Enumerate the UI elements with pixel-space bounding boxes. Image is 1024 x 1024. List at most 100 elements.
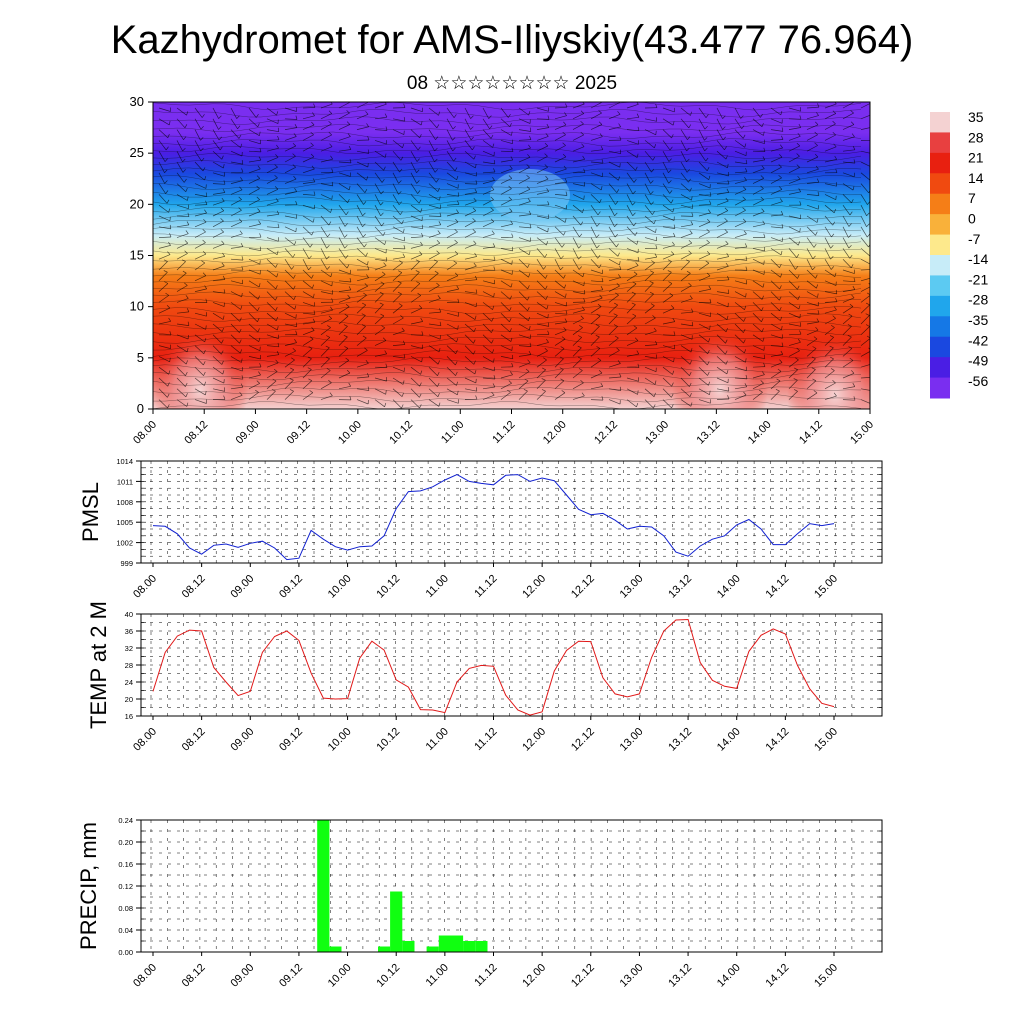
wind-barb-flag: [256, 175, 261, 179]
wind-barb-flag: [348, 382, 352, 387]
wind-barb: [698, 312, 711, 317]
wind-barb: [248, 168, 261, 174]
wind-barb: [518, 188, 531, 195]
wind-barb: [302, 330, 315, 336]
wind-barb: [806, 380, 817, 390]
wind-barb-flag: [493, 266, 496, 271]
wind-barb: [482, 107, 490, 119]
wind-barb: [446, 399, 459, 404]
wind-barb: [770, 354, 783, 357]
wind-barb-flag: [184, 240, 189, 244]
wind-barb-flag: [653, 392, 656, 397]
colorbar-swatch: [930, 152, 950, 174]
wind-barb-flag: [274, 186, 279, 190]
wind-barb: [734, 118, 742, 129]
wind-barb: [518, 302, 528, 312]
wind-barb-flag: [347, 133, 351, 137]
wind-barb: [698, 275, 711, 282]
colorbar-label: 21: [968, 150, 984, 166]
wind-barb: [320, 291, 333, 295]
wind-barb-flag: [472, 229, 476, 233]
wind-barb-flag: [222, 315, 225, 320]
wind-barb-flag: [636, 350, 640, 355]
wind-barb: [356, 294, 367, 303]
wind-barb: [824, 123, 836, 130]
wind-barb-flag: [311, 121, 315, 126]
wind-barb: [374, 150, 386, 158]
wind-barb-flag: [709, 390, 711, 395]
wind-barb-flag: [778, 174, 782, 179]
wind-barb: [662, 151, 670, 162]
wind-barb-flag: [509, 295, 512, 300]
wind-barb-flag: [491, 339, 494, 344]
wind-barb-flag: [835, 297, 838, 302]
wind-barb: [608, 350, 620, 357]
wind-barb: [662, 236, 676, 238]
wind-barb-flag: [812, 266, 816, 271]
wind-barb-flag: [668, 169, 672, 173]
y-axis-label: PMSL: [78, 482, 103, 542]
wind-barb: [338, 237, 346, 249]
wind-barb-flag: [401, 404, 404, 409]
wind-barb-flag: [165, 146, 169, 151]
wind-barb-flag: [437, 382, 440, 387]
y-tick-label: 0.08: [118, 904, 133, 913]
x-tick-label: 10.12: [374, 726, 402, 754]
wind-barb: [644, 140, 655, 149]
wind-barb: [464, 210, 476, 217]
wind-barb-flag: [292, 153, 296, 157]
wind-barb: [212, 150, 223, 160]
wind-barb: [824, 291, 837, 295]
wind-barb: [482, 394, 495, 400]
x-tick-label: 15.00: [812, 962, 840, 990]
wind-barb: [734, 189, 747, 195]
wind-barb: [806, 237, 815, 248]
wind-barb: [266, 269, 277, 278]
wind-barb-flag: [708, 175, 711, 180]
wind-barb: [644, 388, 655, 397]
wind-barb-flag: [652, 211, 655, 215]
wind-barb: [752, 323, 763, 333]
wind-barb: [842, 348, 853, 357]
wind-barb-flag: [830, 266, 835, 270]
wind-barb: [680, 399, 692, 407]
wind-barb-flag: [167, 382, 170, 387]
wind-barb: [824, 103, 837, 109]
wind-barb: [608, 172, 619, 181]
wind-barb-flag: [421, 232, 424, 237]
wind-barb-flag: [743, 391, 747, 396]
wind-barb-flag: [343, 324, 348, 327]
wind-barb-flag: [742, 134, 746, 139]
y-tick-label: 1002: [116, 539, 133, 548]
wind-barb: [428, 261, 438, 271]
contour-line: [153, 182, 862, 191]
wind-barb-flag: [361, 324, 366, 327]
wind-barb: [644, 161, 652, 173]
wind-barb-flag: [832, 110, 837, 114]
wind-barb-flag: [205, 200, 208, 205]
wind-barb: [176, 161, 184, 173]
wind-barb-flag: [255, 114, 259, 118]
wind-barb: [194, 172, 205, 181]
wind-barb: [230, 356, 242, 363]
wind-barb-flag: [511, 260, 513, 265]
wind-barb-flag: [527, 285, 530, 290]
x-tick-label: 11.00: [439, 419, 466, 446]
wind-barb-flag: [849, 303, 854, 307]
wind-barb: [428, 377, 438, 387]
wind-barb: [320, 318, 332, 325]
wind-barb-flag: [833, 208, 837, 213]
x-tick-label: 08.12: [182, 419, 210, 447]
wind-barb-flag: [420, 317, 424, 322]
wind-barb: [320, 248, 327, 260]
wind-barb-flag: [203, 381, 207, 386]
wind-barb-flag: [344, 313, 349, 317]
wind-barb-flag: [325, 345, 330, 349]
wind-barb-flag: [312, 178, 316, 183]
wind-barb: [788, 167, 800, 174]
wind-barb: [266, 334, 279, 340]
wind-barb: [410, 151, 418, 162]
wind-barb-flag: [164, 158, 168, 162]
wind-barb-flag: [544, 253, 548, 258]
wind-barb-flag: [311, 165, 315, 170]
